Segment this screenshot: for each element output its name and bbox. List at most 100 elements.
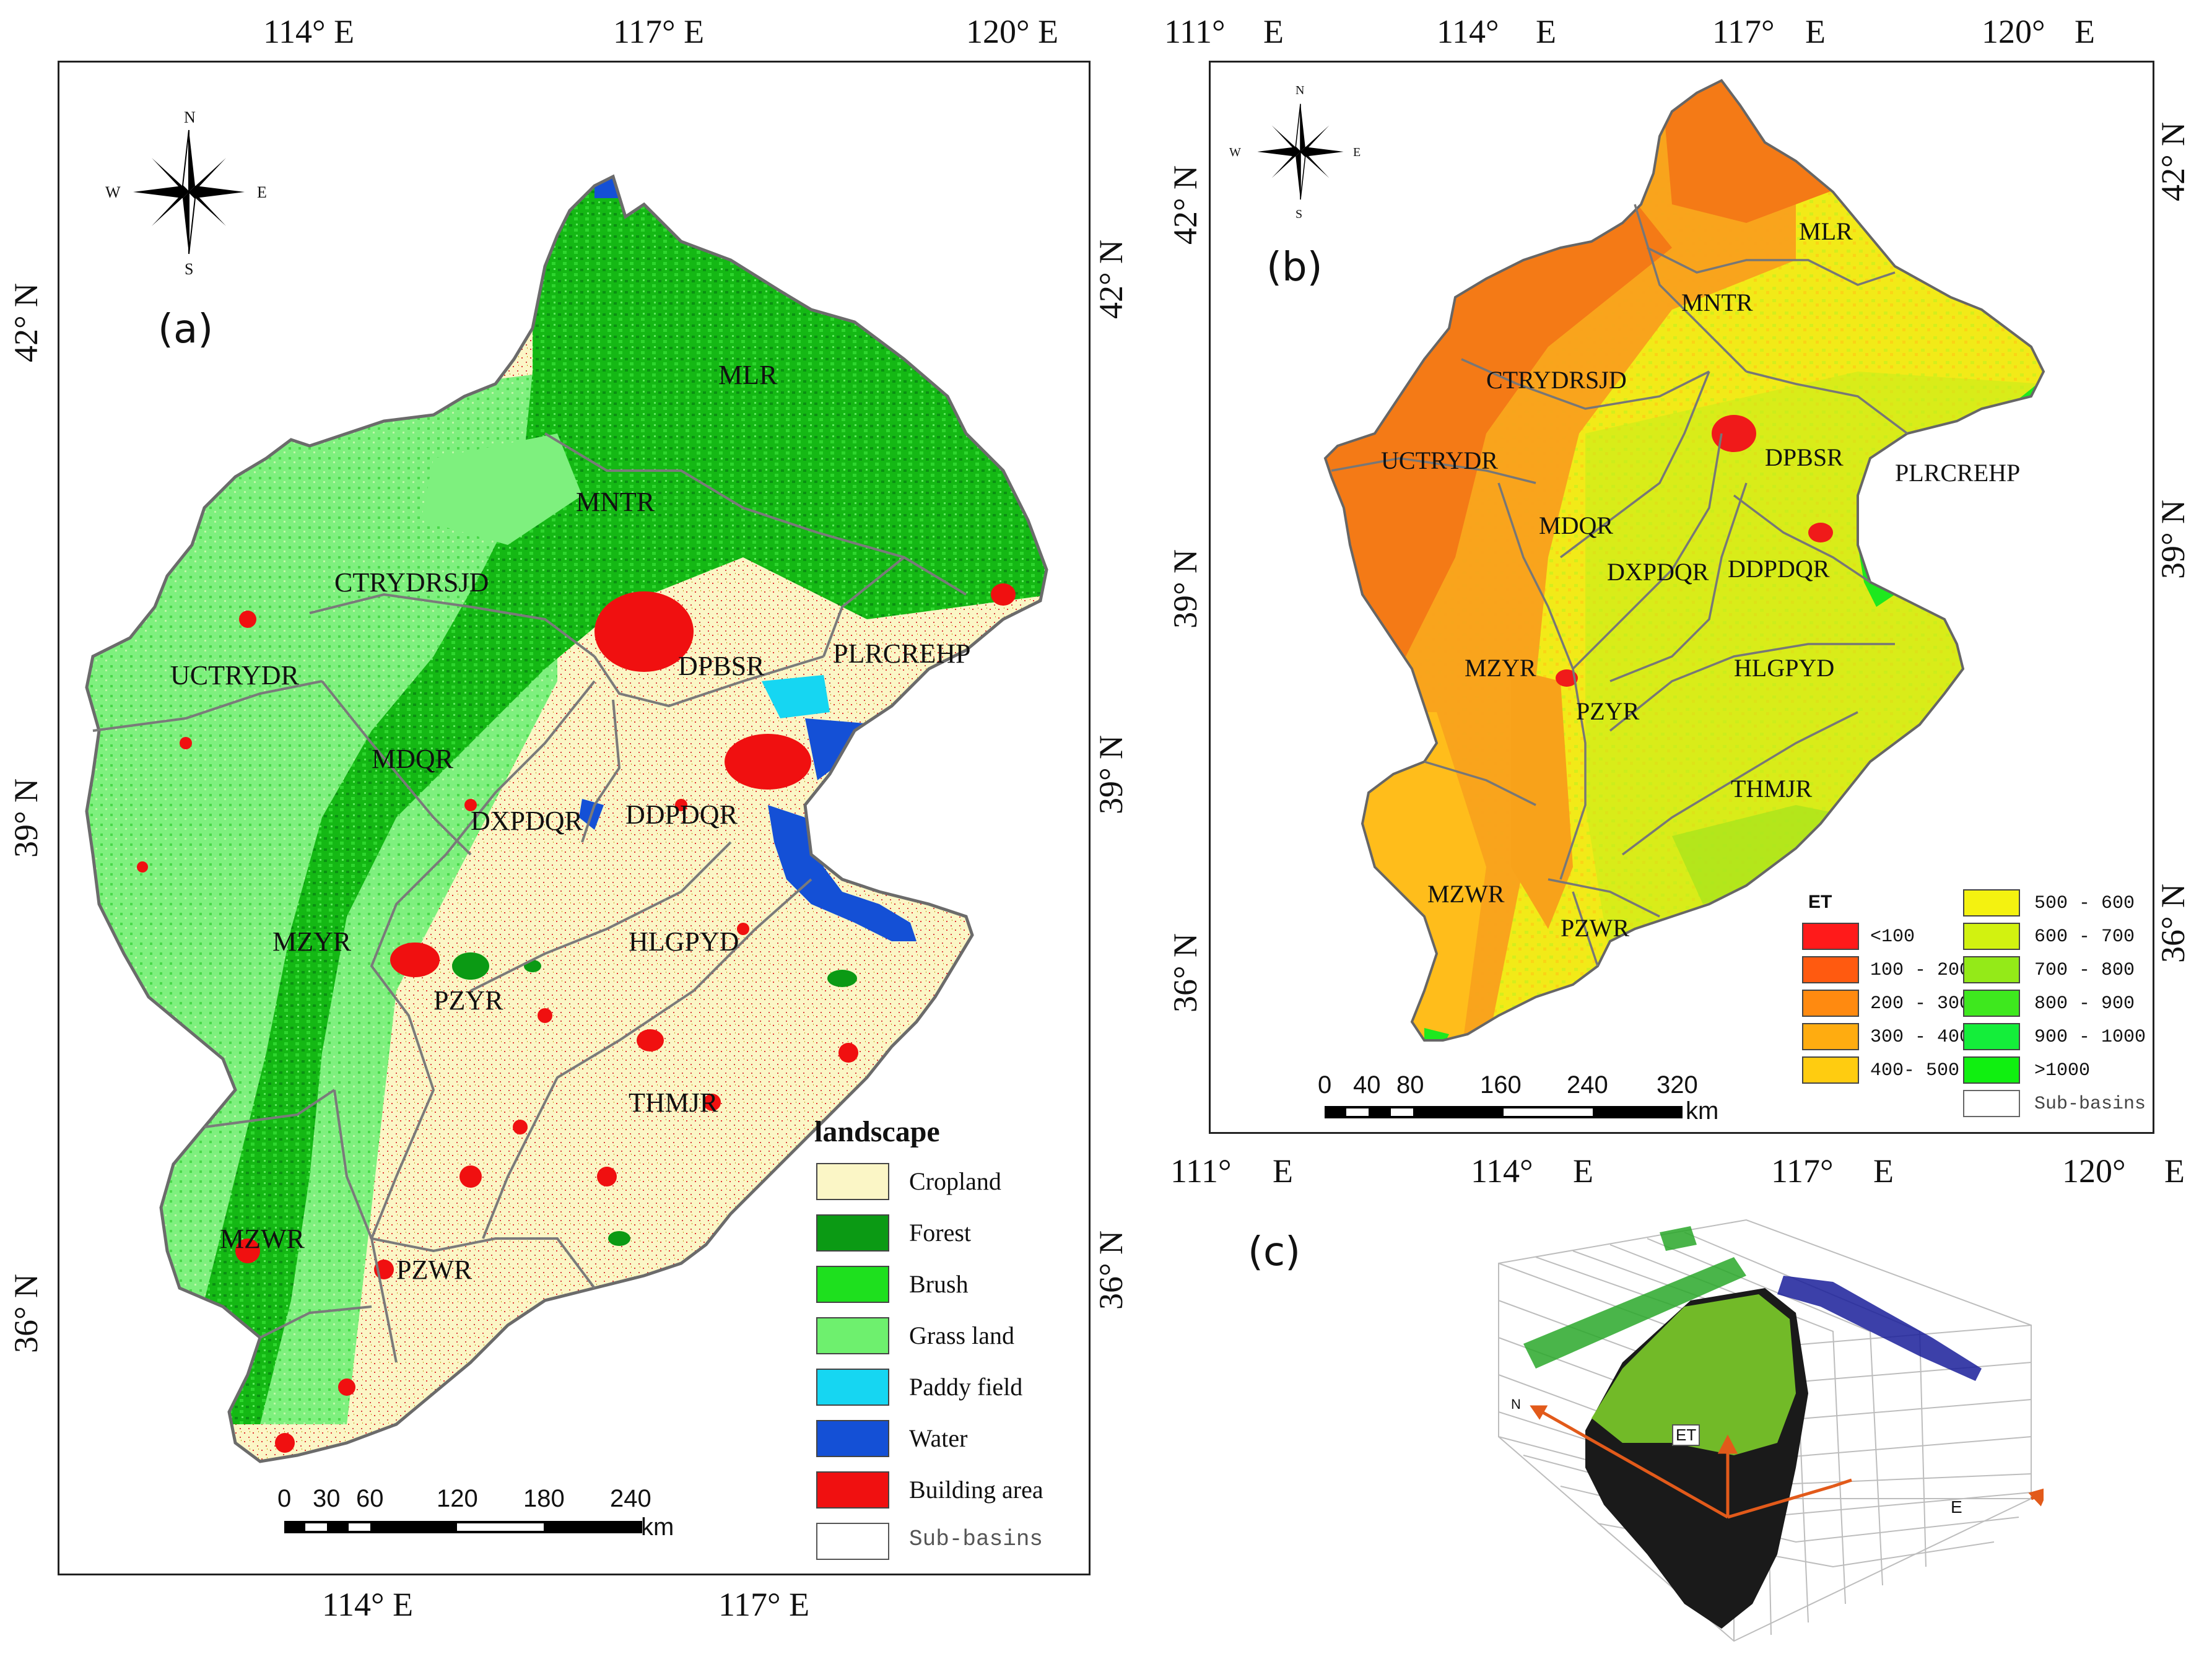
panel-b-compass-e: E xyxy=(1353,146,1361,159)
basin-label: PZWR xyxy=(1561,914,1630,942)
panel-b-compass-n: N xyxy=(1295,84,1305,97)
basin-label: MLR xyxy=(718,360,778,390)
panel-a-right-lat-39: 39° N xyxy=(1092,734,1130,815)
panel-b-left-lat-36: 36° N xyxy=(1167,933,1204,1013)
et-label: 500 - 600 xyxy=(2034,893,2135,914)
panel-b-top-lon: E xyxy=(1536,13,1556,50)
legend-label: Forest xyxy=(909,1219,971,1247)
et-label: Sub-basins xyxy=(2034,1094,2146,1115)
panel-b-right-lat-36: 36° N xyxy=(2154,883,2192,964)
panel-b-right-lat-39: 39° N xyxy=(2154,499,2192,580)
basin-label: PLRCREHP xyxy=(833,638,971,669)
legend-swatch xyxy=(816,1214,889,1252)
basin-label: MZWR xyxy=(220,1224,305,1254)
panel-b-bottom-lon: E xyxy=(1273,1152,1293,1190)
panel-a-compass-n: N xyxy=(184,108,196,126)
basin-label: MNTR xyxy=(576,487,655,517)
panel-a-legend-title: landscape xyxy=(814,1115,940,1148)
panel-a-scale-unit: km xyxy=(641,1513,674,1541)
basin-label: THMJR xyxy=(629,1087,718,1118)
legend-swatch xyxy=(816,1369,889,1406)
panel-a-left-lat-36: 36° N xyxy=(7,1273,45,1354)
et-swatch xyxy=(1802,923,1859,950)
panel-b-top-lon: 117° xyxy=(1712,13,1775,50)
scale-tick: 40 xyxy=(1353,1071,1381,1099)
panel-c-label: (c) xyxy=(1248,1229,1301,1275)
panel-b-compass-w: W xyxy=(1229,146,1241,159)
basin-label: MDQR xyxy=(1539,512,1614,539)
panel-a-top-lon-120: 120° E xyxy=(966,13,1059,50)
et-swatch xyxy=(1802,1056,1859,1084)
scale-tick: 0 xyxy=(1318,1071,1332,1099)
panel-b-top-lon: 120° xyxy=(1982,13,2045,50)
et-swatch xyxy=(1963,1056,2020,1084)
panel-b-top-lon: 111° xyxy=(1164,13,1226,50)
et-label: <100 xyxy=(1870,926,1915,947)
panel-a-right-lat-36: 36° N xyxy=(1092,1230,1130,1310)
panel-b-legend-title: ET xyxy=(1808,892,1832,912)
basin-label: DDPDQR xyxy=(1728,555,1830,583)
scale-tick: 30 xyxy=(313,1485,341,1512)
et-label: 200 - 300 xyxy=(1870,993,1971,1014)
panel-b-scale-unit: km xyxy=(1686,1097,1719,1125)
basin-label: DDPDQR xyxy=(625,799,738,830)
panel-b-compass-s: S xyxy=(1295,207,1303,221)
panel-b-bottom-lon: E xyxy=(1873,1152,1894,1190)
et-swatch xyxy=(1963,923,2020,950)
et-swatch xyxy=(1802,990,1859,1017)
et-swatch xyxy=(1963,956,2020,983)
basin-label: MZYR xyxy=(272,926,352,957)
legend-label: Paddy field xyxy=(909,1373,1023,1401)
et-label: 600 - 700 xyxy=(2034,926,2135,947)
panel-a-compass-e: E xyxy=(257,183,267,201)
legend-swatch xyxy=(816,1266,889,1303)
panel-b-left-lat-39: 39° N xyxy=(1167,549,1204,629)
panel-a-left-lat-39: 39° N xyxy=(7,778,45,858)
panel-a-compass-s: S xyxy=(185,260,194,278)
panel-b-label: (b) xyxy=(1266,245,1323,290)
basin-label: THMJR xyxy=(1731,775,1813,803)
panel-b-right-lat-42: 42° N xyxy=(2154,121,2192,202)
et-label: 100 - 200 xyxy=(1870,960,1971,981)
panel-a-top-lon-114: 114° E xyxy=(263,13,355,50)
legend-swatch xyxy=(816,1163,889,1200)
panel-c-axis-e: E xyxy=(1951,1497,1962,1517)
panel-a-right-lat-42: 42° N xyxy=(1092,239,1130,320)
panel-a-label: (a) xyxy=(158,307,214,352)
legend-swatch xyxy=(816,1523,889,1560)
legend-label: Cropland xyxy=(909,1167,1001,1195)
panel-b-bottom-lon: 120° xyxy=(2062,1152,2126,1190)
et-swatch xyxy=(1963,990,2020,1017)
basin-label: HLGPYD xyxy=(629,926,739,957)
basin-label: UCTRYDR xyxy=(170,660,299,690)
basin-label: MZWR xyxy=(1427,880,1505,908)
et-swatch xyxy=(1963,1090,2020,1117)
scale-tick: 120 xyxy=(437,1485,478,1512)
panel-a-left-lat-42: 42° N xyxy=(7,282,45,363)
et-label: 700 - 800 xyxy=(2034,960,2135,981)
panel-a-scale-bar xyxy=(284,1521,642,1533)
legend-label: Water xyxy=(909,1424,968,1452)
scale-tick: 60 xyxy=(356,1485,384,1512)
legend-label: Grass land xyxy=(909,1322,1014,1349)
basin-label: CTRYDRSJD xyxy=(1486,366,1627,394)
et-swatch xyxy=(1802,956,1859,983)
panel-a-north-arrow-icon xyxy=(133,129,245,255)
legend-swatch xyxy=(816,1317,889,1354)
panel-c-axis-et: ET xyxy=(1672,1424,1700,1446)
panel-b-top-lon: E xyxy=(1805,13,1826,50)
basin-label: MLR xyxy=(1799,217,1853,245)
panel-c-3d-scatter xyxy=(1498,1219,2044,1642)
basin-label: MZYR xyxy=(1465,654,1536,682)
panel-a-compass-w: W xyxy=(105,183,121,201)
panel-b-bottom-lon: 117° xyxy=(1771,1152,1834,1190)
et-label: >1000 xyxy=(2034,1060,2091,1081)
panel-b-left-lat-42: 42° N xyxy=(1167,165,1204,245)
legend-swatch xyxy=(816,1471,889,1509)
panel-b-top-lon: 114° xyxy=(1437,13,1499,50)
scale-tick: 80 xyxy=(1396,1071,1424,1099)
basin-label: MDQR xyxy=(372,744,454,774)
basin-label: DPBSR xyxy=(1765,443,1844,471)
basin-label: DPBSR xyxy=(678,651,765,681)
basin-label: CTRYDRSJD xyxy=(334,567,489,598)
